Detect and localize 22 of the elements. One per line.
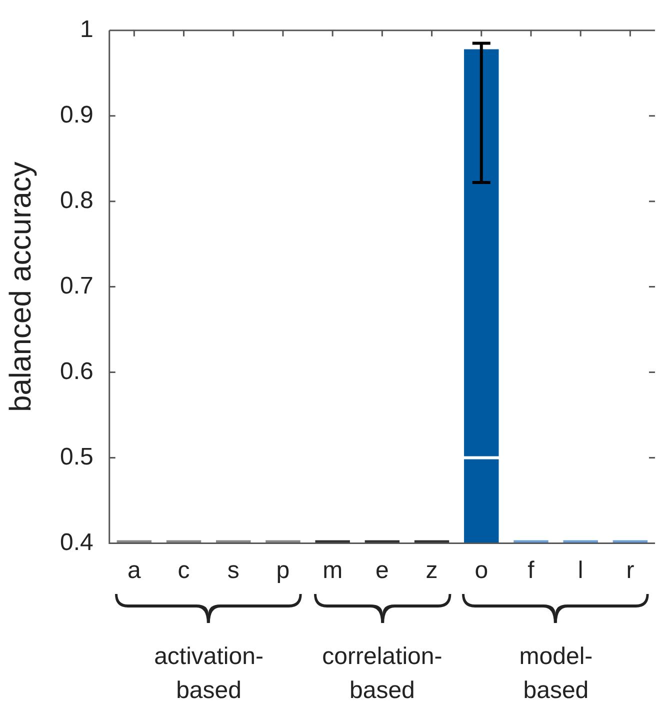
text: correlation- based (322, 642, 442, 706)
y-axis-title: balanced accuracy (4, 162, 38, 412)
x-tick-label: f (528, 557, 535, 584)
y-tick-label: 0.5 (60, 443, 94, 470)
y-tick-label: 0.9 (60, 101, 94, 128)
x-tick-label: l (578, 557, 584, 584)
x-tick-label: m (322, 557, 343, 584)
x-tick-label: a (127, 557, 142, 584)
text: activation- based (154, 642, 264, 706)
x-tick-label: p (276, 557, 290, 584)
x-tick-label: e (376, 557, 389, 584)
x-tick-label: r (626, 557, 634, 584)
x-tick-label: z (426, 557, 438, 584)
y-tick-label: 0.7 (60, 272, 94, 300)
x-tick-label: o (474, 557, 488, 584)
y-tick-label: 1 (80, 16, 94, 44)
y-tick-label: 0.8 (60, 186, 94, 214)
y-tick-label: 0.4 (60, 528, 94, 556)
y-tick-label: 0.6 (60, 358, 94, 385)
x-tick-label: c (178, 557, 190, 584)
text: model- based (519, 642, 593, 706)
x-tick-label: s (227, 557, 240, 584)
